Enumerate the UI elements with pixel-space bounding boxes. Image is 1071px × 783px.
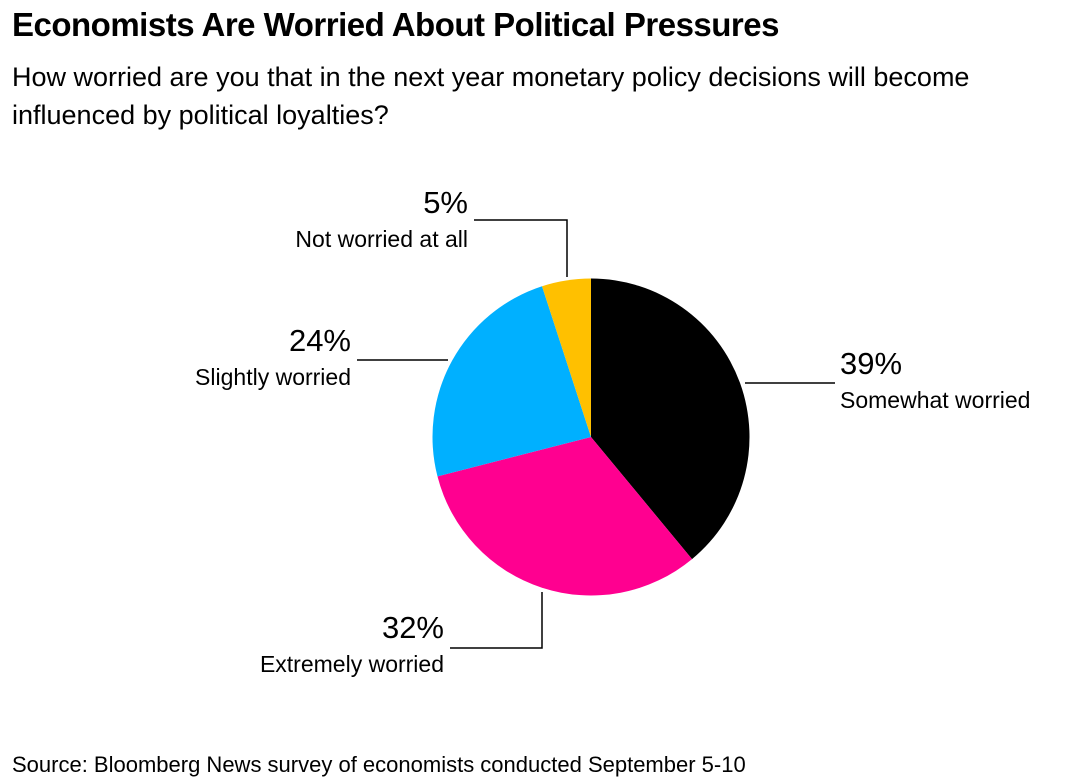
pie-slice (542, 278, 591, 437)
chart-title: Economists Are Worried About Political P… (12, 6, 780, 43)
leader-line (474, 219, 568, 277)
category-label: Slightly worried (195, 364, 351, 390)
value-label: 5% (423, 185, 468, 220)
leader-line (450, 592, 543, 649)
pie-slice (432, 286, 591, 477)
value-label: 32% (382, 610, 444, 645)
category-label: Extremely worried (260, 651, 444, 677)
pie-slice (591, 278, 750, 560)
pie-slice (437, 437, 693, 596)
value-label: 24% (289, 323, 351, 358)
value-label: 39% (840, 346, 902, 381)
source-note: Source: Bloomberg News survey of economi… (12, 752, 746, 777)
chart: 39% Somewhat worried 32% Extremely worried 2… (195, 185, 1030, 677)
category-label: Somewhat worried (840, 387, 1030, 413)
chart-subtitle: How worried are you that in the next yea… (12, 62, 970, 130)
category-label: Not worried at all (295, 226, 468, 252)
